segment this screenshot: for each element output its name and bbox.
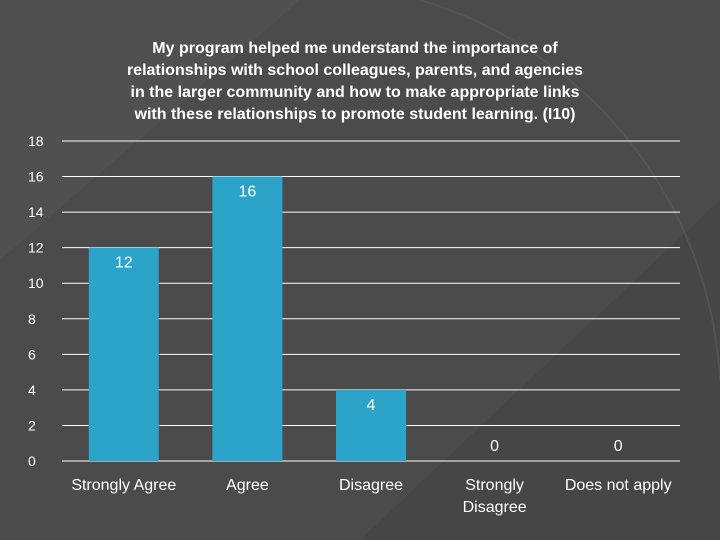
title-line: with these relationships to promote stud… [134, 106, 576, 123]
y-tick-label: 10 [28, 275, 44, 291]
data-label: 4 [367, 397, 376, 414]
y-tick-label: 4 [28, 382, 36, 398]
category-label: Strongly [465, 477, 524, 494]
bar [336, 389, 406, 461]
bar [212, 176, 283, 462]
category-label: Disagree [339, 477, 403, 494]
chart-title: My program helped me understand the impo… [60, 38, 650, 126]
bar [88, 247, 159, 461]
y-tick-label: 14 [28, 204, 44, 220]
y-tick-label: 2 [28, 417, 36, 433]
y-tick-label: 6 [28, 346, 36, 362]
category-label: Agree [226, 477, 269, 494]
data-label: 16 [239, 184, 257, 201]
y-tick-label: 0 [28, 453, 36, 469]
data-label: 0 [490, 438, 499, 455]
data-label: 0 [614, 438, 623, 455]
y-tick-label: 18 [28, 133, 44, 149]
title-line: relationships with school colleagues, pa… [126, 62, 584, 79]
y-tick-label: 8 [28, 311, 36, 327]
title-line: My program helped me understand the impo… [152, 40, 558, 57]
title-line: in the larger community and how to make … [130, 84, 580, 101]
y-tick-label: 16 [28, 169, 44, 185]
y-tick-label: 12 [28, 240, 44, 256]
category-label: Disagree [463, 499, 527, 516]
category-label: Strongly Agree [71, 477, 176, 494]
category-label: Does not apply [565, 477, 672, 494]
data-label: 12 [115, 255, 133, 272]
